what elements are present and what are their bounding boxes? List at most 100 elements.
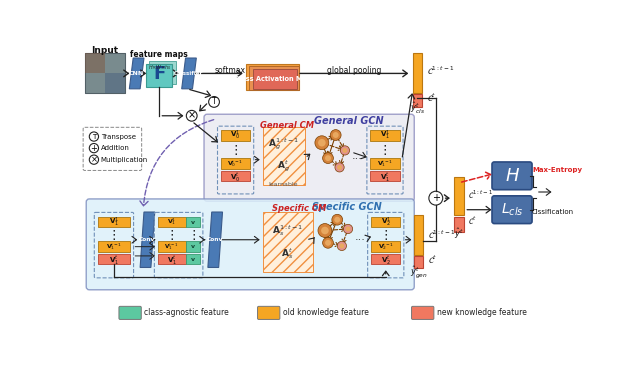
Bar	[98, 241, 130, 252]
Text: ⋮: ⋮	[187, 229, 200, 242]
Text: $\mathbf{V}_1^{t}$: $\mathbf{V}_1^{t}$	[380, 170, 390, 183]
Text: class-agnostic feature: class-agnostic feature	[144, 308, 228, 317]
Text: T: T	[92, 134, 96, 139]
Text: +: +	[432, 193, 440, 203]
Bar	[414, 215, 424, 255]
Text: Class Activation Maps: Class Activation Maps	[234, 76, 316, 82]
Text: General GCN: General GCN	[314, 116, 383, 126]
Bar	[186, 241, 200, 252]
Text: softmax: softmax	[214, 66, 246, 75]
Circle shape	[344, 224, 353, 234]
Text: +: +	[90, 144, 97, 153]
Text: $\hat{y}^{t}_{cls}$: $\hat{y}^{t}_{cls}$	[410, 101, 425, 116]
Text: learnable: learnable	[269, 182, 298, 187]
Bar	[262, 212, 312, 272]
Text: F: F	[153, 65, 166, 83]
Circle shape	[318, 224, 332, 237]
Circle shape	[325, 240, 331, 246]
Text: $\mathbf{A}_g^{t}$: $\mathbf{A}_g^{t}$	[277, 158, 290, 174]
Polygon shape	[182, 58, 196, 89]
Text: $\mathbf{V}_0^{t-1}$: $\mathbf{V}_0^{t-1}$	[227, 158, 244, 169]
Text: ×: ×	[90, 155, 97, 164]
FancyBboxPatch shape	[119, 306, 141, 319]
FancyBboxPatch shape	[412, 306, 434, 319]
FancyBboxPatch shape	[492, 196, 532, 224]
Bar	[98, 217, 130, 227]
Text: $\hat{y}^{t}_{gen}$: $\hat{y}^{t}_{gen}$	[410, 264, 428, 280]
Text: $\mathbf{V}_1^1$: $\mathbf{V}_1^1$	[167, 217, 177, 227]
Text: ×: ×	[188, 111, 196, 121]
Circle shape	[330, 130, 341, 141]
Text: $\mathbf{V}_2^1$: $\mathbf{V}_2^1$	[381, 215, 391, 229]
Circle shape	[333, 132, 339, 138]
Text: Input: Input	[91, 46, 118, 55]
Bar	[105, 74, 125, 93]
Text: $H{\times}W{\times}h_0$: $H{\times}W{\times}h_0$	[148, 63, 172, 72]
FancyBboxPatch shape	[492, 162, 532, 190]
FancyBboxPatch shape	[204, 114, 414, 201]
Text: $\mathbf{V}_1^1$: $\mathbf{V}_1^1$	[380, 129, 390, 142]
FancyBboxPatch shape	[257, 306, 280, 319]
Bar	[221, 171, 250, 181]
Text: ...: ...	[352, 151, 363, 161]
Circle shape	[337, 165, 342, 170]
Bar	[371, 158, 399, 169]
Text: Multiplication: Multiplication	[101, 157, 148, 163]
Text: Conv: Conv	[139, 237, 156, 242]
Bar	[454, 177, 464, 215]
Circle shape	[332, 214, 342, 225]
Text: CNN: CNN	[129, 71, 144, 76]
Text: Transpose: Transpose	[101, 134, 136, 139]
Bar	[454, 217, 464, 232]
Text: old knowledge feature: old knowledge feature	[283, 308, 369, 317]
Text: ⋮: ⋮	[108, 229, 120, 242]
Bar	[371, 130, 399, 141]
Text: $\mathbf{V}_0^{t}$: $\mathbf{V}_0^{t}$	[230, 170, 241, 183]
Bar	[158, 254, 186, 264]
Text: v: v	[191, 257, 195, 262]
Bar	[262, 212, 312, 272]
Text: Specific CM: Specific CM	[271, 204, 326, 213]
Bar	[84, 53, 105, 74]
Text: v: v	[191, 244, 195, 249]
Text: $\mathbf{A}_g^{1:t-1}$: $\mathbf{A}_g^{1:t-1}$	[268, 137, 299, 152]
Text: Conv: Conv	[207, 237, 223, 242]
Text: $\mathcal{C}^{1:t-1}$: $\mathcal{C}^{1:t-1}$	[428, 229, 456, 241]
Text: Clssification: Clssification	[532, 209, 574, 215]
Bar	[371, 217, 401, 227]
Text: Addition: Addition	[101, 145, 130, 151]
Text: ⋮: ⋮	[229, 144, 242, 157]
Bar	[414, 256, 424, 268]
Polygon shape	[208, 212, 223, 268]
Text: $\mathbf{V}_1^{t}$: $\mathbf{V}_1^{t}$	[109, 253, 119, 266]
Text: General CM: General CM	[260, 120, 314, 130]
Text: ⋮: ⋮	[379, 144, 391, 157]
Text: $\mathbf{A}_s^{t}$: $\mathbf{A}_s^{t}$	[281, 246, 293, 261]
Bar	[413, 53, 422, 93]
Text: Max-Entropy: Max-Entropy	[532, 167, 582, 173]
Bar	[186, 254, 200, 264]
Bar	[262, 127, 305, 185]
Bar	[371, 241, 401, 252]
Circle shape	[315, 136, 329, 150]
Text: $\mathbf{V}_1^{t-1}$: $\mathbf{V}_1^{t-1}$	[106, 241, 122, 252]
Text: $\mathbf{V}_0^1$: $\mathbf{V}_0^1$	[230, 129, 241, 142]
Circle shape	[318, 139, 326, 146]
Circle shape	[323, 237, 333, 248]
Text: Classifier: Classifier	[174, 71, 204, 76]
Text: T: T	[212, 98, 216, 106]
Circle shape	[337, 241, 346, 251]
Text: global pooling: global pooling	[327, 66, 381, 75]
Text: $\mathcal{C}^{t}$: $\mathcal{C}^{t}$	[428, 254, 437, 266]
Bar	[246, 64, 299, 91]
Text: $\mathbf{A}_s^{1:t-1}$: $\mathbf{A}_s^{1:t-1}$	[271, 223, 303, 238]
Circle shape	[346, 226, 351, 231]
Text: ...: ...	[355, 232, 366, 242]
Text: v: v	[191, 220, 195, 224]
Text: $\mathbf{V}_1^1$: $\mathbf{V}_1^1$	[109, 215, 119, 229]
Text: $H$: $H$	[504, 167, 520, 185]
Bar	[371, 254, 401, 264]
Text: $\mathcal{C}^{1:t-1}$: $\mathcal{C}^{1:t-1}$	[468, 189, 493, 201]
Circle shape	[342, 148, 348, 153]
Bar	[158, 217, 186, 227]
